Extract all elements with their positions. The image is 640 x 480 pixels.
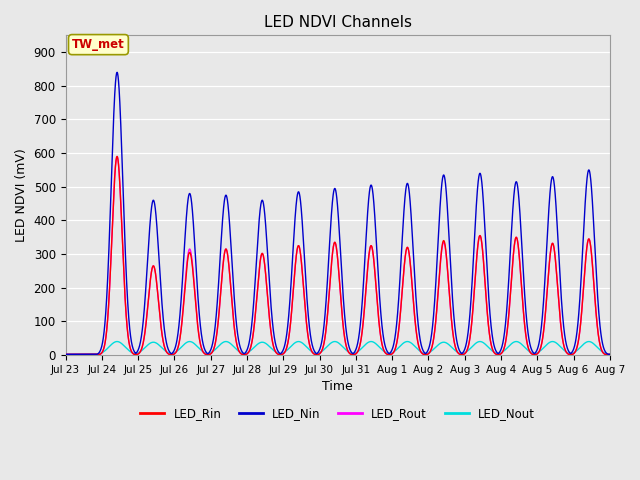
Title: LED NDVI Channels: LED NDVI Channels: [264, 15, 412, 30]
Text: TW_met: TW_met: [72, 38, 125, 51]
Legend: LED_Rin, LED_Nin, LED_Rout, LED_Nout: LED_Rin, LED_Nin, LED_Rout, LED_Nout: [136, 402, 540, 425]
X-axis label: Time: Time: [323, 380, 353, 393]
Y-axis label: LED NDVI (mV): LED NDVI (mV): [15, 148, 28, 242]
